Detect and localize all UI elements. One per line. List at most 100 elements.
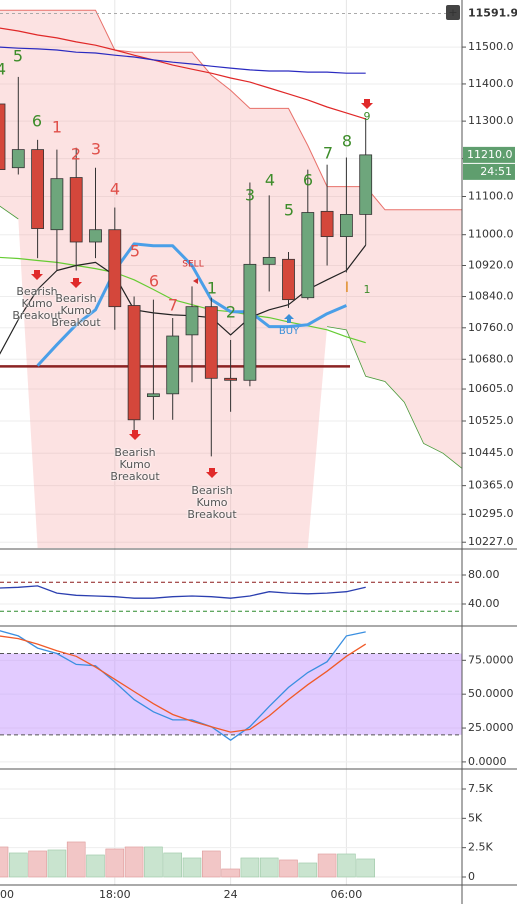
band [0, 653, 462, 735]
volume-bar [163, 852, 182, 878]
last-price-box [463, 146, 515, 163]
candle-body [11, 149, 25, 169]
annotation: 3 [91, 140, 101, 159]
annotation: 7 [323, 144, 333, 163]
pane [0, 788, 462, 878]
volume-bar [221, 868, 240, 878]
x-tick-label: 18:00 [99, 888, 131, 901]
candle-body [243, 263, 257, 381]
sell-arrow [129, 430, 141, 440]
indicator-line [0, 635, 367, 733]
y-tick-label: 10605.0 [468, 382, 514, 395]
annotation: 1 [207, 279, 217, 298]
annotation: SELL [182, 260, 203, 270]
sell-arrow [70, 278, 82, 288]
y-tick-label: 25.0000 [468, 721, 514, 734]
annotation: 2 [71, 145, 81, 164]
y-tick-label: 50.0000 [468, 687, 514, 700]
candle-body [339, 214, 353, 238]
y-tick-label: 40.00 [468, 597, 500, 610]
y-tick-label: 7.5K [468, 782, 493, 795]
annotation: 6 [149, 272, 159, 291]
y-tick-label: 10295.0 [468, 507, 514, 520]
candle-body [146, 393, 160, 398]
sell-arrow [31, 270, 43, 280]
candle-body [89, 229, 102, 243]
volume-bar [105, 848, 125, 878]
candle-body [69, 177, 83, 243]
annotation: 5 [284, 201, 294, 220]
annotation: 5 [130, 242, 140, 261]
y-tick-label: 11000.0 [468, 228, 514, 241]
annotation: 9 [364, 110, 371, 123]
breakout-label: Bearish Kumo Breakout [110, 446, 160, 483]
annotation: 1 [364, 283, 371, 296]
annotation: 8 [342, 132, 352, 151]
volume-bar [28, 850, 47, 878]
y-tick-label: 11100.0 [468, 189, 514, 202]
y-tick-label: 75.0000 [468, 653, 514, 666]
candle-body [31, 149, 45, 229]
annotation: 2 [226, 303, 236, 322]
candle-body [127, 305, 141, 421]
volume-bar [9, 852, 28, 878]
y-tick-label: 10760.0 [468, 321, 514, 334]
y-tick-label: 10525.0 [468, 414, 514, 427]
buy-arrow [284, 314, 294, 323]
volume-bar [259, 857, 279, 878]
annotation: 4 [0, 60, 6, 79]
annotation: BUY [279, 326, 300, 337]
y-tick-label: 11400.0 [468, 77, 514, 90]
candle-body [0, 103, 6, 170]
candle-body [108, 229, 122, 308]
candle-body [166, 335, 180, 395]
annotation: 7 [168, 296, 178, 315]
indicator-line [36, 242, 347, 367]
volume-bar [144, 846, 163, 878]
plus-button [446, 5, 460, 20]
annotation: 6 [303, 171, 313, 190]
y-tick-label: 10365.0 [468, 479, 514, 492]
y-tick-label: 10445.0 [468, 446, 514, 459]
y-tick-label: 11300.0 [468, 114, 514, 127]
candle-body [50, 178, 64, 231]
indicator-line [0, 27, 366, 120]
plus-icon: + [448, 6, 457, 19]
volume-bar [202, 850, 221, 878]
pane [0, 630, 462, 763]
y-tick-label: 0 [468, 870, 475, 883]
annotation: 4 [265, 171, 275, 190]
annotation: 3 [245, 186, 255, 205]
candle-body [301, 212, 315, 299]
indicator-line [0, 46, 366, 74]
annotation: 4 [110, 180, 120, 199]
candle-body [224, 377, 238, 381]
volume-bar [298, 862, 318, 878]
sell-arrow [361, 99, 373, 109]
candle-body [320, 210, 334, 238]
volume-bar [317, 853, 337, 878]
candle-body [185, 306, 199, 336]
candle-body [359, 154, 373, 215]
volume-bar [240, 857, 260, 878]
cloud-upper [0, 9, 462, 211]
annotation: 6 [32, 112, 42, 131]
y-tick-label: 10920.0 [468, 258, 514, 271]
annotation: 5 [13, 47, 23, 66]
breakout-label: Bearish Kumo Breakout [51, 292, 101, 329]
countdown: 24:51 [480, 165, 512, 178]
last-price-label: 11210.0 [467, 148, 513, 161]
y-tick-label: 80.00 [468, 568, 500, 581]
sell-marker [193, 278, 198, 284]
sell-arrow [206, 468, 218, 478]
volume-bar [86, 854, 105, 878]
volume-bar [337, 853, 356, 878]
volume-bar [124, 846, 144, 878]
volume-bar [279, 859, 298, 878]
x-tick-label: 00 [0, 888, 14, 901]
breakout-label: Bearish Kumo Breakout [187, 484, 237, 521]
annotation: 1 [52, 118, 62, 137]
countdown-box [463, 163, 515, 180]
